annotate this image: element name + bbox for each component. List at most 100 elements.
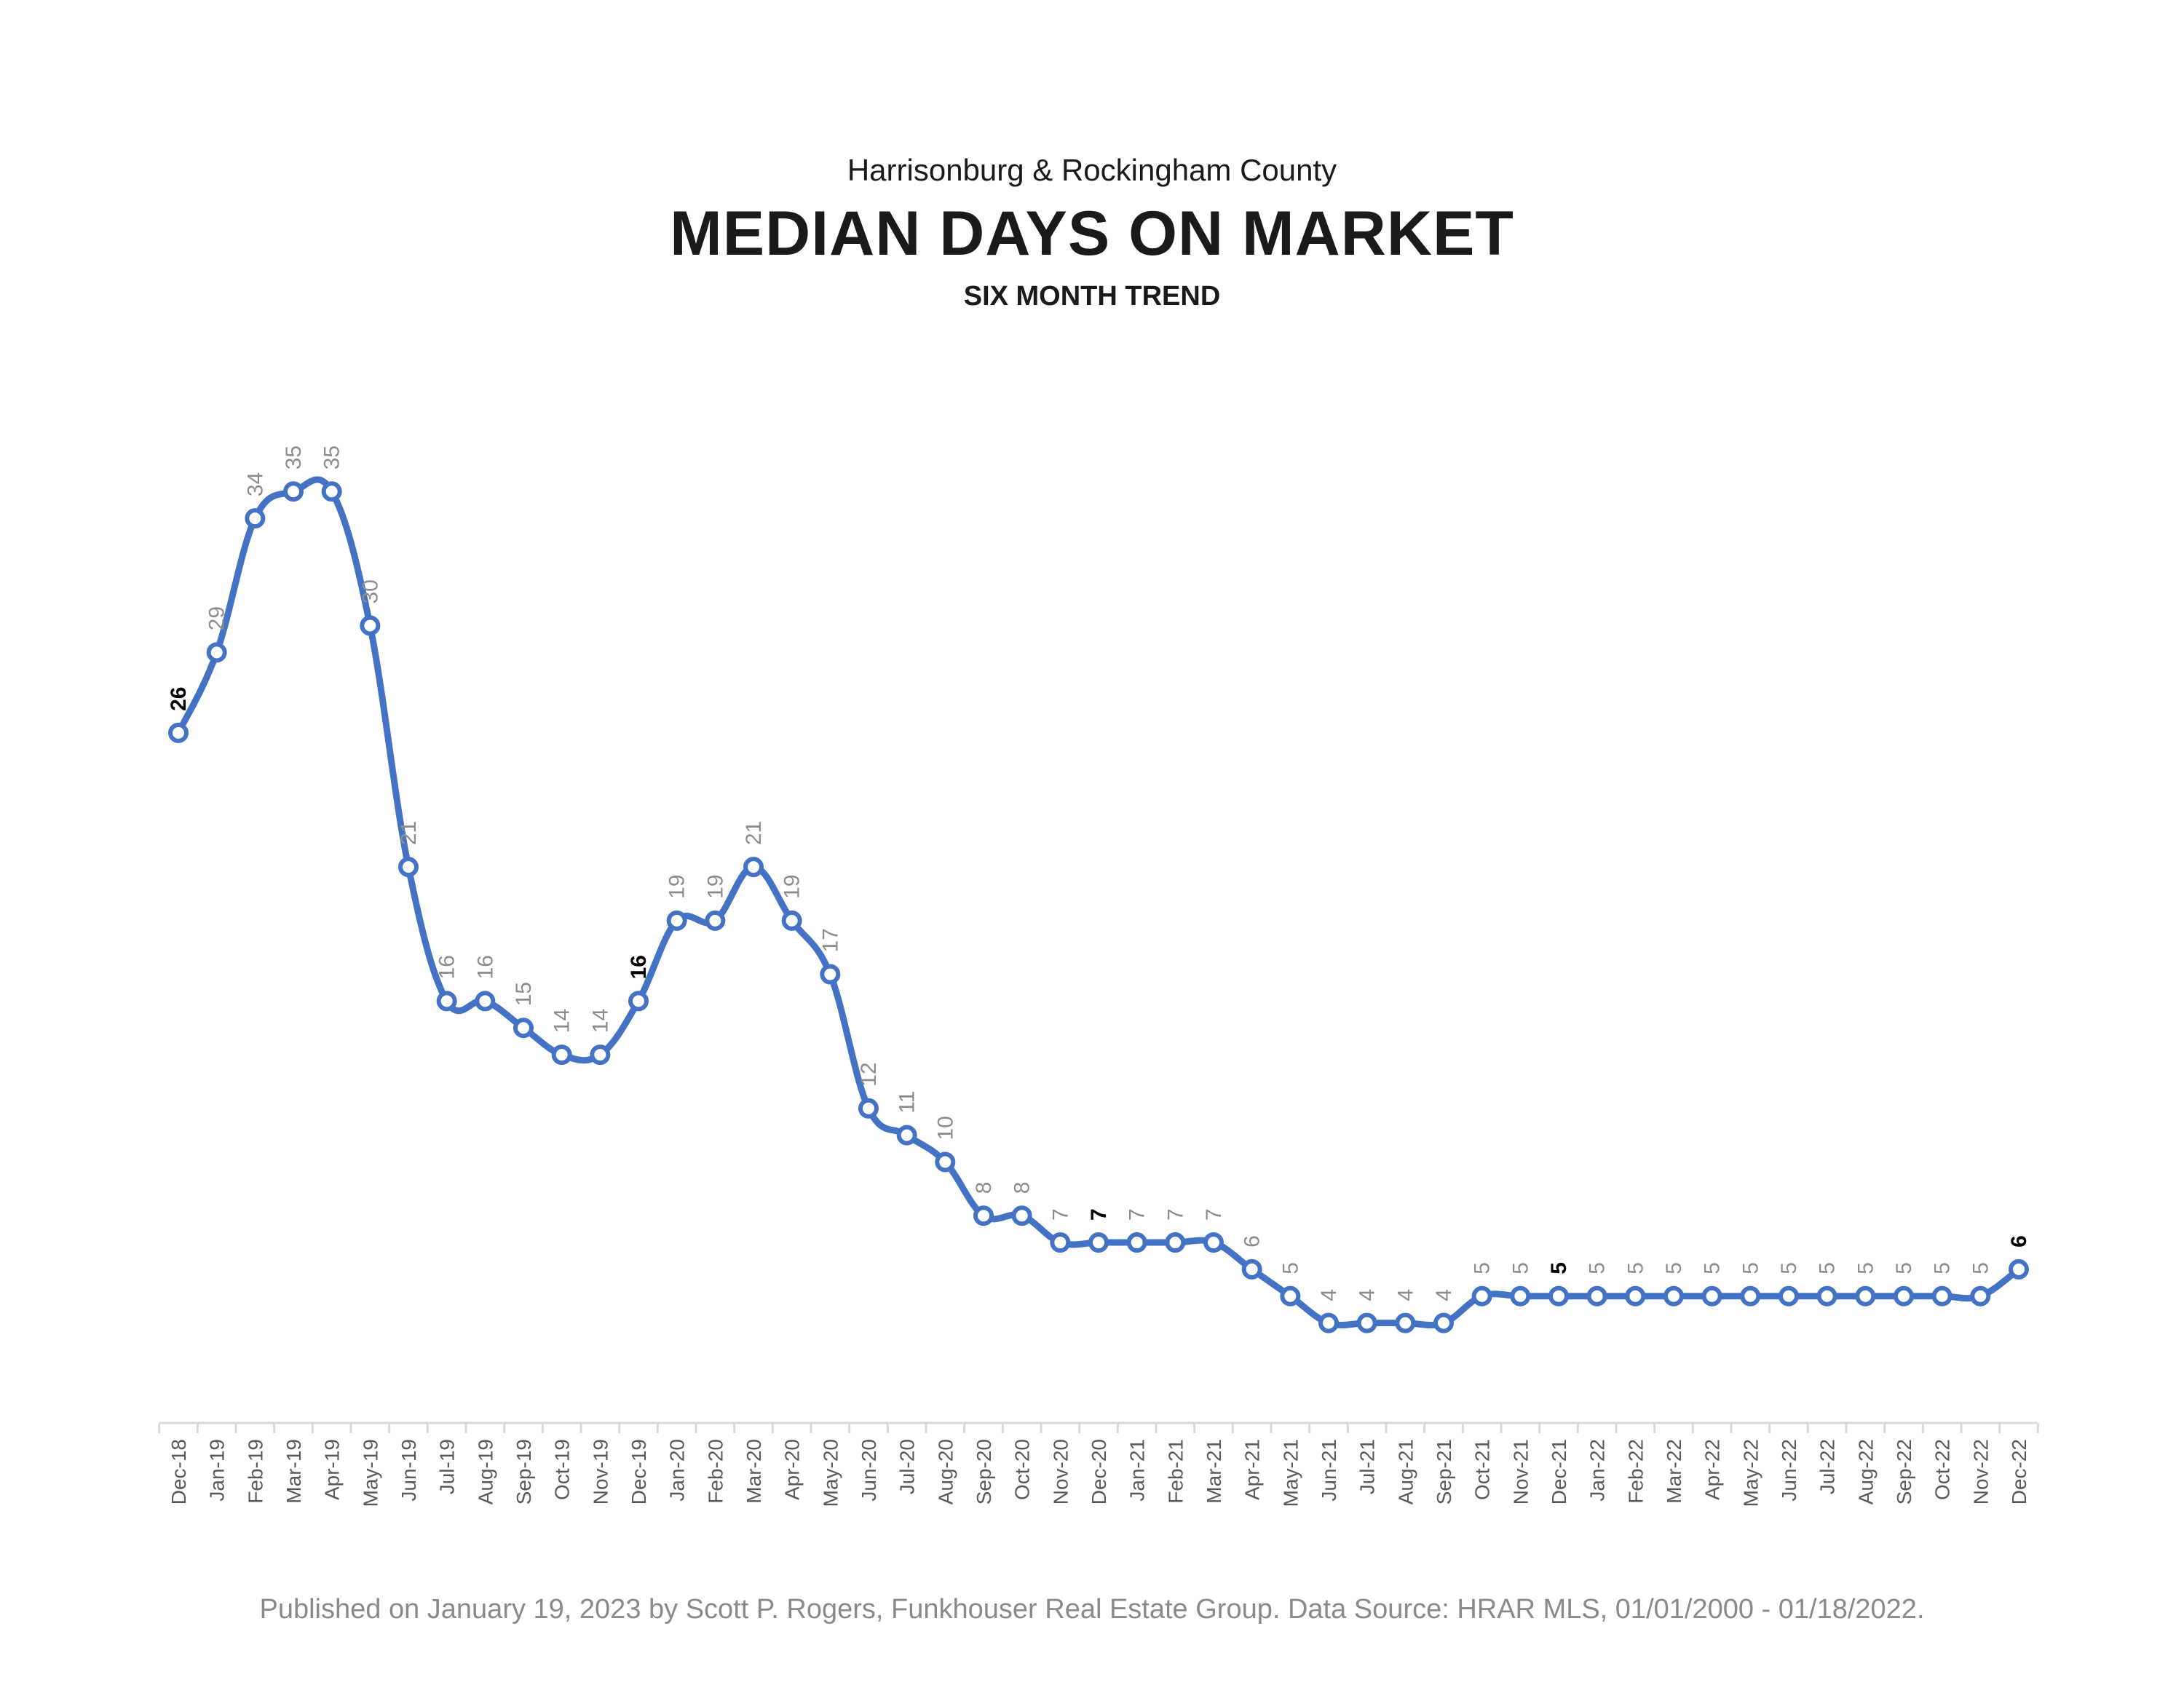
data-label: 14	[550, 1009, 574, 1033]
x-tick-label: Feb-21	[1164, 1439, 1187, 1504]
data-point	[1280, 1285, 1301, 1307]
x-tick-label: Mar-20	[743, 1439, 765, 1504]
x-tick-label: Oct-21	[1471, 1439, 1494, 1500]
data-label: 10	[933, 1116, 957, 1140]
x-tick-label: Apr-21	[1241, 1439, 1264, 1500]
data-label: 5	[1547, 1262, 1571, 1274]
x-tick-label: Aug-22	[1854, 1439, 1877, 1504]
x-tick-label: Dec-21	[1548, 1439, 1570, 1504]
data-point	[705, 910, 726, 931]
x-tick-label: May-21	[1279, 1439, 1302, 1507]
data-label: 14	[588, 1009, 612, 1033]
data-point	[1894, 1285, 1914, 1307]
x-tick-label: Oct-22	[1931, 1439, 1954, 1500]
data-label: 19	[703, 874, 727, 898]
data-point	[245, 508, 266, 529]
data-point	[283, 481, 304, 502]
data-label: 29	[205, 606, 229, 630]
data-label: 6	[1241, 1235, 1265, 1248]
x-tick-label: Nov-19	[589, 1439, 612, 1504]
data-point	[1395, 1312, 1416, 1333]
data-label: 5	[1853, 1262, 1878, 1274]
x-tick-label: Feb-20	[704, 1439, 727, 1504]
x-tick-label: Jun-19	[397, 1439, 420, 1502]
x-tick-label: Sep-21	[1433, 1439, 1455, 1504]
data-point	[896, 1125, 917, 1146]
data-point	[1165, 1232, 1186, 1253]
data-label: 11	[895, 1090, 919, 1113]
data-point	[820, 964, 841, 985]
x-tick-label: May-19	[359, 1439, 381, 1507]
x-tick-label: Sep-19	[513, 1439, 535, 1504]
x-tick-label: Oct-20	[1011, 1439, 1034, 1500]
data-point	[1816, 1285, 1837, 1307]
x-tick-label: Apr-22	[1701, 1439, 1724, 1500]
data-label: 35	[320, 445, 344, 469]
data-point	[666, 910, 687, 931]
x-tick-label: Apr-19	[321, 1439, 344, 1500]
data-point	[1356, 1312, 1377, 1333]
data-label: 5	[1701, 1262, 1725, 1274]
data-point	[1011, 1205, 1032, 1226]
x-tick-label: Jan-20	[666, 1439, 689, 1502]
data-point	[1126, 1232, 1147, 1253]
chart-subtitle-bottom: SIX MONTH TREND	[963, 281, 1221, 312]
data-label: 5	[1662, 1262, 1686, 1274]
x-tick-label: Jan-22	[1586, 1439, 1609, 1502]
data-label: 5	[1278, 1262, 1302, 1274]
data-point	[1241, 1258, 1262, 1280]
data-point	[1050, 1232, 1071, 1253]
data-point	[1625, 1285, 1646, 1307]
data-label: 16	[473, 955, 497, 979]
x-tick-label: Aug-20	[934, 1439, 957, 1504]
data-point	[513, 1018, 534, 1039]
data-label: 6	[2007, 1235, 2031, 1248]
x-axis	[158, 1422, 2039, 1433]
chart-subtitle-top: Harrisonburg & Rockingham County	[847, 153, 1337, 187]
x-tick-labels: Dec-18 Jan-19 Feb-19 Mar-19 Apr-19 May-19 Jun-…	[167, 1439, 2030, 1507]
data-label: 16	[435, 955, 459, 979]
data-point	[436, 991, 457, 1012]
data-label: 5	[1738, 1262, 1762, 1274]
x-tick-label: Jun-21	[1318, 1439, 1340, 1502]
x-tick-label: Dec-20	[1088, 1439, 1110, 1504]
x-tick-label: Feb-19	[244, 1439, 266, 1504]
data-label: 4	[1317, 1289, 1341, 1301]
data-label: 5	[1816, 1262, 1840, 1274]
x-tick-label: Nov-21	[1509, 1439, 1532, 1504]
data-label: 8	[1010, 1182, 1034, 1194]
data-point	[1510, 1285, 1531, 1307]
footer-source-note: Published on January 19, 2023 by Scott P…	[259, 1594, 1925, 1625]
data-points	[168, 481, 2029, 1333]
x-tick-label: May-20	[819, 1439, 842, 1507]
data-label: 5	[1471, 1262, 1495, 1274]
x-tick-label: Feb-22	[1624, 1439, 1647, 1504]
x-tick-label: Sep-22	[1893, 1439, 1915, 1504]
data-labels: 26 29 34 35 35 30 21 16 16 15 14 14 16 19 19 21 19 17 12 11…	[167, 445, 2031, 1301]
data-point	[1433, 1312, 1454, 1333]
data-label: 5	[1892, 1262, 1916, 1274]
data-label: 19	[665, 874, 689, 898]
data-label: 30	[358, 579, 382, 603]
data-point	[628, 991, 649, 1012]
x-tick-label: Apr-20	[781, 1439, 804, 1500]
x-tick-label: Dec-22	[2008, 1439, 2030, 1504]
data-label: 5	[1777, 1262, 1801, 1274]
data-point	[781, 910, 802, 931]
x-tick-label: Jul-19	[436, 1439, 459, 1494]
data-point	[1740, 1285, 1761, 1307]
data-point	[551, 1044, 572, 1066]
x-tick-label: Jan-19	[206, 1439, 229, 1502]
data-point	[360, 615, 381, 636]
data-label: 5	[1623, 1262, 1647, 1274]
x-tick-label: Jul-20	[896, 1439, 919, 1494]
x-tick-label: Sep-20	[973, 1439, 995, 1504]
data-point	[1586, 1285, 1607, 1307]
data-label: 5	[1508, 1262, 1532, 1274]
series-line	[175, 476, 2022, 1329]
data-label: 7	[1125, 1208, 1150, 1221]
data-label: 7	[1048, 1208, 1072, 1221]
data-point	[1931, 1285, 1952, 1307]
data-label: 16	[627, 955, 651, 979]
